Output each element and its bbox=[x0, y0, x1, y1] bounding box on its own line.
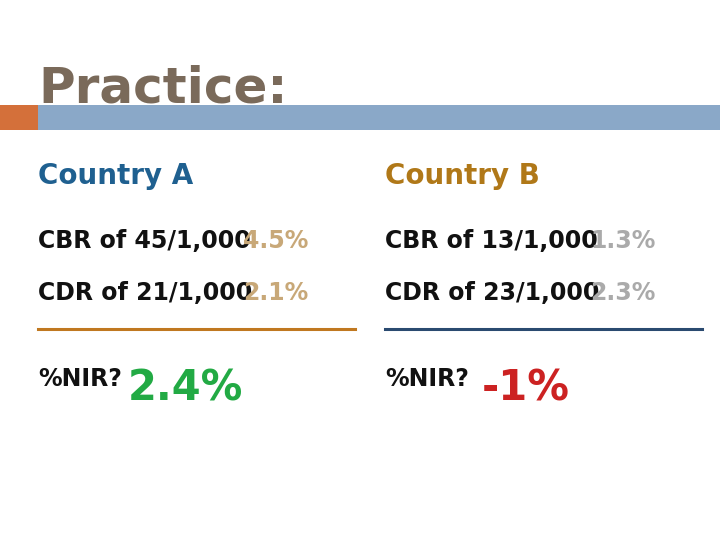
Text: Country A: Country A bbox=[38, 162, 193, 190]
Text: -1%: -1% bbox=[482, 367, 570, 409]
Text: 2.1%: 2.1% bbox=[243, 281, 308, 305]
Text: CBR of 13/1,000: CBR of 13/1,000 bbox=[385, 230, 598, 253]
Text: Practice:: Practice: bbox=[38, 65, 287, 113]
Text: 2.4%: 2.4% bbox=[128, 367, 243, 409]
Text: CDR of 21/1,000: CDR of 21/1,000 bbox=[38, 281, 252, 305]
Text: 2.3%: 2.3% bbox=[590, 281, 656, 305]
Text: CDR of 23/1,000: CDR of 23/1,000 bbox=[385, 281, 599, 305]
Text: %NIR?: %NIR? bbox=[38, 367, 122, 391]
Text: —: — bbox=[385, 321, 400, 336]
FancyBboxPatch shape bbox=[0, 105, 38, 130]
Text: 1.3%: 1.3% bbox=[590, 230, 656, 253]
Text: 4.5%: 4.5% bbox=[243, 230, 309, 253]
Text: —: — bbox=[38, 321, 53, 336]
FancyBboxPatch shape bbox=[0, 105, 720, 130]
Text: CBR of 45/1,000: CBR of 45/1,000 bbox=[38, 230, 251, 253]
Text: Country B: Country B bbox=[385, 162, 540, 190]
Text: %NIR?: %NIR? bbox=[385, 367, 469, 391]
